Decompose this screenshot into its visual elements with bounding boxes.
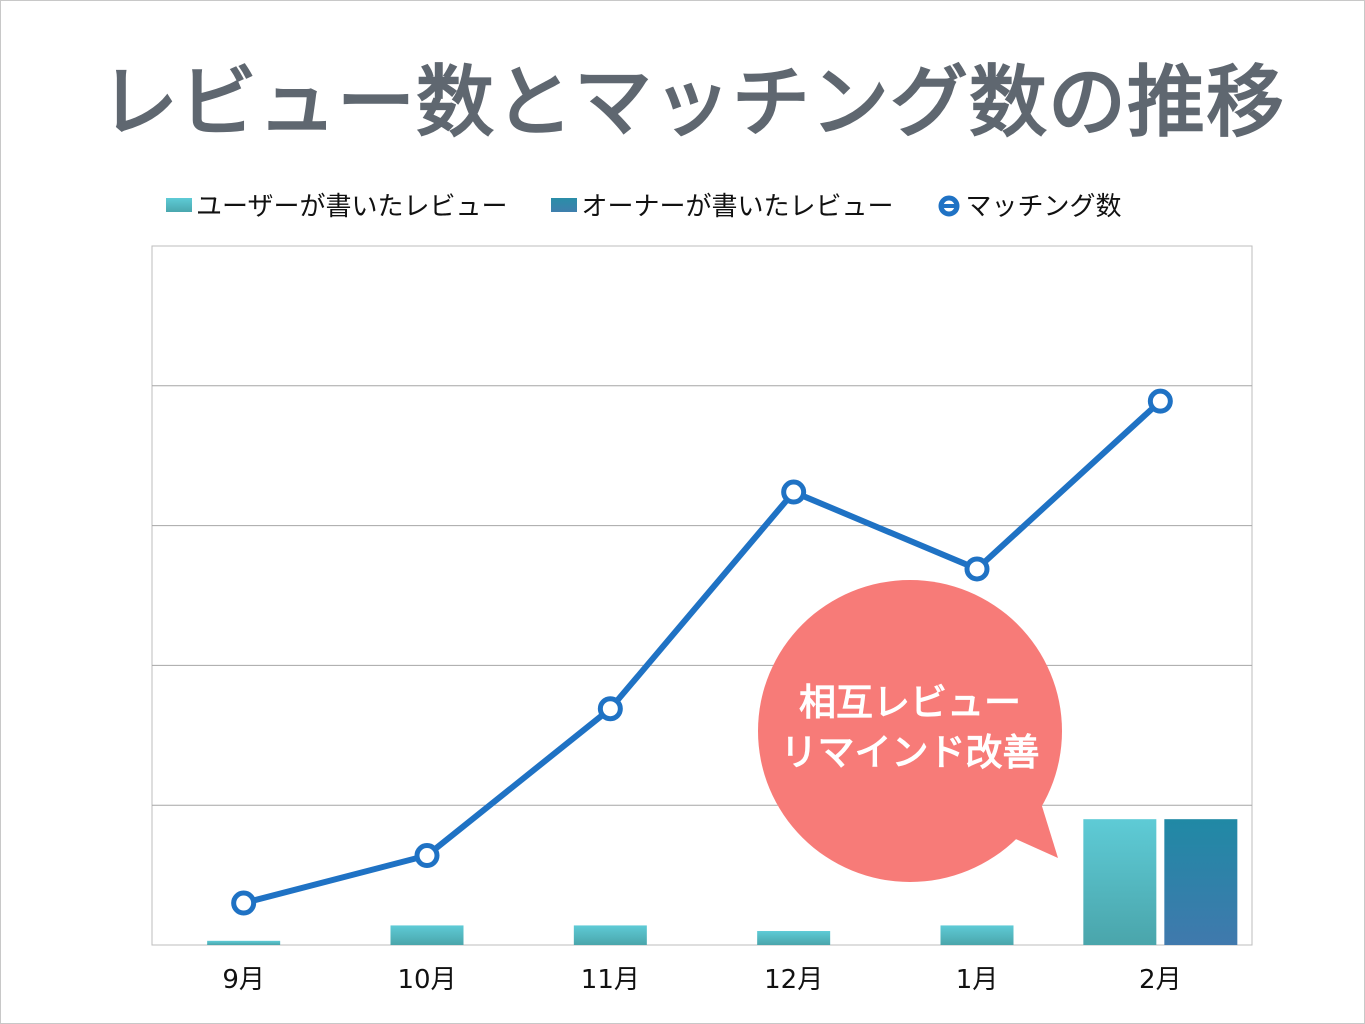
bar-user-reviews bbox=[390, 925, 464, 945]
point-matches bbox=[964, 556, 990, 582]
point-matches bbox=[1147, 388, 1173, 414]
x-tick-label: 11月 bbox=[581, 965, 640, 995]
callout-line-1: 相互レビュー bbox=[799, 681, 1021, 724]
callout-bubble bbox=[758, 580, 1062, 882]
callout-line-2: リマインド改善 bbox=[780, 731, 1040, 774]
point-matches bbox=[231, 890, 257, 916]
bar-user-reviews bbox=[573, 925, 647, 945]
point-matches bbox=[781, 479, 807, 505]
legend-label-user-reviews: ユーザーが書いたレビュー bbox=[196, 192, 508, 222]
x-tick-label: 9月 bbox=[222, 965, 265, 995]
legend-item-matches: マッチング数 bbox=[938, 186, 1122, 223]
callout-text: 相互レビュー リマインド改善 bbox=[745, 678, 1075, 778]
point-matches bbox=[414, 843, 440, 869]
bar-user-reviews bbox=[1083, 819, 1157, 945]
x-tick-label: 2月 bbox=[1139, 965, 1182, 995]
legend-swatch-user-reviews bbox=[166, 197, 192, 212]
legend-swatch-owner-reviews bbox=[551, 197, 578, 212]
point-matches bbox=[597, 696, 623, 722]
bar-user-reviews bbox=[940, 925, 1014, 945]
line-matches bbox=[242, 398, 1163, 906]
x-tick-label: 10月 bbox=[397, 965, 456, 995]
bar-user-reviews bbox=[207, 940, 281, 945]
legend-item-user-reviews: ユーザーが書いたレビュー bbox=[166, 186, 507, 223]
legend-item-owner-reviews: オーナーが書いたレビュー bbox=[551, 186, 894, 223]
chart-title: レビュー数とマッチング数の推移 bbox=[99, 58, 1285, 148]
legend-label-owner-reviews: オーナーが書いたレビュー bbox=[581, 192, 894, 222]
bar-owner-reviews bbox=[1164, 819, 1238, 945]
x-tick-label: 1月 bbox=[956, 965, 999, 995]
plot-area-border bbox=[151, 245, 1253, 946]
x-tick-label: 12月 bbox=[764, 965, 823, 995]
bar-user-reviews bbox=[757, 931, 831, 945]
legend-marker-matches bbox=[938, 194, 960, 216]
legend-label-matches: マッチング数 bbox=[965, 192, 1122, 222]
chart-legend: ユーザーが書いたレビュー オーナーが書いたレビュー マッチング数 bbox=[166, 186, 1166, 223]
